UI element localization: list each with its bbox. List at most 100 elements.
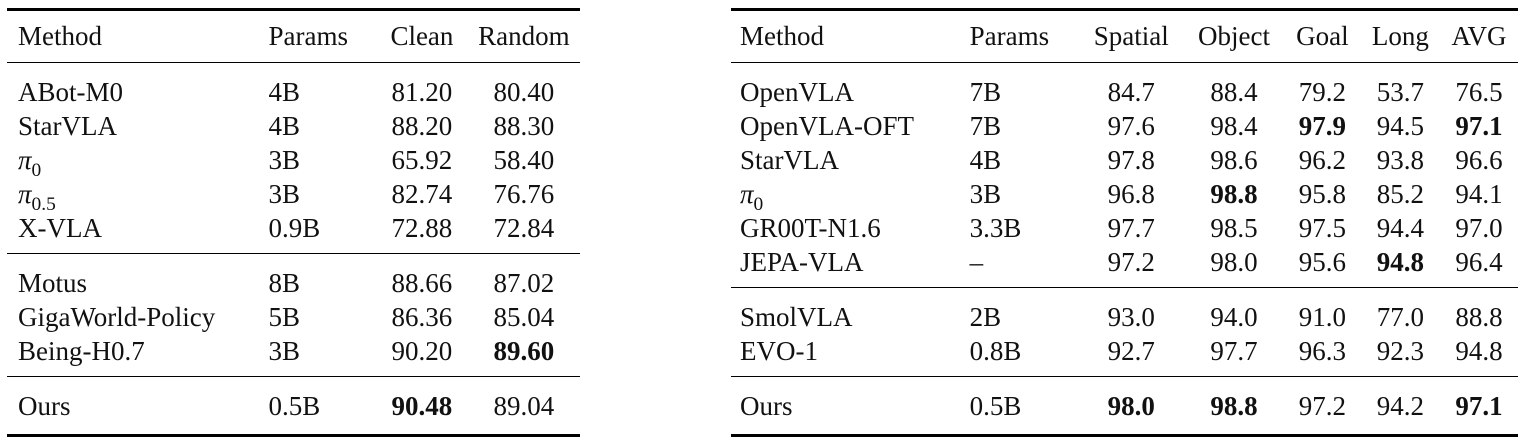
clean-cell: 81.20 (391, 76, 453, 107)
method-cell: Motus (18, 267, 88, 298)
object-cell: 94.0 (1210, 301, 1258, 332)
method-cell: OpenVLA (740, 76, 854, 107)
header-method: Method (7, 8, 269, 63)
method-cell: SmolVLA (740, 301, 853, 332)
table-row: π0 3B 96.8 98.8 95.8 85.2 94.1 (731, 177, 1518, 215)
clean-cell: 65.92 (391, 144, 453, 175)
avg-cell: 94.1 (1455, 178, 1503, 209)
goal-cell: 95.6 (1283, 245, 1361, 288)
table-row: π0 3B 65.92 58.40 (7, 143, 580, 180)
method-symbol: π (740, 178, 754, 209)
table-row: JEPA-VLA – 97.2 98.0 95.6 94.8 96.4 (731, 245, 1518, 288)
params-cell: 4B (268, 110, 301, 141)
params-cell: 8B (268, 267, 301, 298)
params-cell: 3B (969, 178, 1002, 209)
table-row: GigaWorld-Policy 5B 86.36 85.04 (7, 300, 580, 334)
clean-cell: 90.20 (376, 334, 468, 377)
header-long: Long (1360, 8, 1440, 63)
method-subscript: 0.5 (31, 193, 56, 215)
clean-cell: 88.20 (391, 110, 453, 141)
clean-cell: 86.36 (391, 301, 453, 332)
header-goal: Goal (1283, 8, 1361, 63)
random-cell: 72.84 (467, 211, 580, 254)
table-row: GR00T-N1.6 3.3B 97.7 98.5 97.5 94.4 97.0 (731, 211, 1518, 245)
header-params: Params (969, 8, 1079, 63)
method-symbol: π (18, 144, 32, 175)
goal-cell: 97.5 (1298, 212, 1346, 243)
header-spatial: Spatial (1078, 8, 1185, 63)
table-row: π0.5 3B 82.74 76.76 (7, 177, 580, 215)
method-cell: JEPA-VLA (731, 245, 970, 288)
method-cell: Ours (731, 376, 970, 437)
table-row: Ours 0.5B 90.48 89.04 (7, 376, 580, 437)
results-table-left: Method Params Clean Random ABot-M0 4B 81… (7, 8, 580, 437)
header-params: Params (268, 8, 377, 63)
avg-cell: 97.0 (1455, 212, 1503, 243)
params-cell: 3B (268, 144, 301, 175)
spatial-cell: 93.0 (1107, 301, 1155, 332)
params-cell: 3.3B (969, 212, 1022, 243)
long-cell: 77.0 (1376, 301, 1424, 332)
params-cell: 3B (268, 334, 377, 377)
object-cell: 98.4 (1210, 110, 1258, 141)
long-cell: 93.8 (1376, 144, 1424, 175)
avg-cell: 97.1 (1439, 376, 1518, 437)
clean-cell: 88.66 (391, 267, 453, 298)
method-cell: π0 (731, 177, 970, 215)
table-row: ABot-M0 4B 81.20 80.40 (7, 63, 580, 110)
long-cell: 85.2 (1376, 178, 1424, 209)
params-cell: 0.5B (268, 376, 377, 437)
method-subscript: 0 (753, 193, 764, 215)
avg-cell: 94.8 (1439, 334, 1518, 377)
goal-cell: 79.2 (1298, 76, 1346, 107)
method-cell: StarVLA (740, 144, 839, 175)
method-cell: StarVLA (18, 110, 117, 141)
table-row: StarVLA 4B 97.8 98.6 96.2 93.8 96.6 (731, 143, 1518, 177)
params-cell: – (969, 245, 1079, 288)
table-row: X-VLA 0.9B 72.88 72.84 (7, 211, 580, 254)
random-cell: 76.76 (493, 178, 555, 209)
table-row: OpenVLA-OFT 7B 97.6 98.4 97.9 94.5 97.1 (731, 109, 1518, 143)
object-cell: 98.8 (1184, 376, 1284, 437)
spatial-cell: 92.7 (1078, 334, 1185, 377)
method-cell: OpenVLA-OFT (740, 110, 914, 141)
avg-cell: 96.6 (1455, 144, 1503, 175)
object-cell: 98.5 (1210, 212, 1258, 243)
table-row: StarVLA 4B 88.20 88.30 (7, 109, 580, 143)
spatial-cell: 96.8 (1107, 178, 1155, 209)
header-method: Method (731, 8, 970, 63)
long-cell: 94.2 (1360, 376, 1440, 437)
params-cell: 0.5B (969, 376, 1079, 437)
long-cell: 94.5 (1376, 110, 1424, 141)
avg-cell: 76.5 (1455, 76, 1503, 107)
clean-cell: 82.74 (391, 178, 453, 209)
goal-cell: 91.0 (1298, 301, 1346, 332)
long-cell: 94.4 (1376, 212, 1424, 243)
header-random: Random (467, 8, 580, 63)
method-cell: π0 (7, 143, 269, 180)
random-cell: 87.02 (493, 267, 555, 298)
spatial-cell: 97.2 (1078, 245, 1185, 288)
long-cell: 53.7 (1376, 76, 1424, 107)
spatial-cell: 97.8 (1107, 144, 1155, 175)
clean-cell: 72.88 (376, 211, 468, 254)
spatial-cell: 97.6 (1107, 110, 1155, 141)
object-cell: 88.4 (1210, 76, 1258, 107)
params-cell: 0.9B (268, 211, 377, 254)
table-row: Ours 0.5B 98.0 98.8 97.2 94.2 97.1 (731, 376, 1518, 437)
params-cell: 4B (969, 144, 1002, 175)
avg-cell: 96.4 (1439, 245, 1518, 288)
table-row: SmolVLA 2B 93.0 94.0 91.0 77.0 88.8 (731, 288, 1518, 335)
random-cell: 89.04 (467, 376, 580, 437)
goal-cell: 97.2 (1283, 376, 1361, 437)
spatial-cell: 97.7 (1107, 212, 1155, 243)
method-cell: ABot-M0 (18, 76, 124, 107)
clean-cell: 90.48 (376, 376, 468, 437)
long-cell: 94.8 (1360, 245, 1440, 288)
method-cell: Being-H0.7 (7, 334, 269, 377)
method-cell: GigaWorld-Policy (18, 301, 216, 332)
params-cell: 0.8B (969, 334, 1079, 377)
random-cell: 85.04 (493, 301, 555, 332)
random-cell: 89.60 (467, 334, 580, 377)
method-cell: X-VLA (7, 211, 269, 254)
